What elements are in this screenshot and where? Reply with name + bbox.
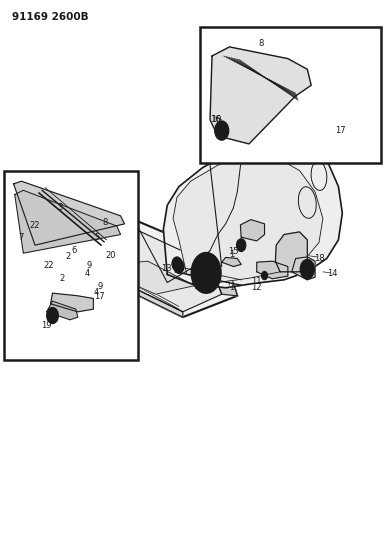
Text: 1: 1 bbox=[229, 250, 234, 259]
Text: 6: 6 bbox=[71, 246, 77, 255]
Polygon shape bbox=[14, 181, 124, 245]
Circle shape bbox=[218, 126, 225, 135]
Text: 13: 13 bbox=[161, 264, 172, 272]
Circle shape bbox=[191, 253, 221, 293]
Text: 18: 18 bbox=[314, 254, 324, 263]
Polygon shape bbox=[210, 47, 311, 144]
Circle shape bbox=[300, 260, 314, 279]
Text: 11: 11 bbox=[252, 277, 262, 286]
Polygon shape bbox=[19, 189, 237, 317]
Polygon shape bbox=[240, 220, 265, 241]
Text: 12: 12 bbox=[252, 283, 262, 292]
Text: 21: 21 bbox=[235, 241, 245, 249]
Text: 22: 22 bbox=[44, 261, 54, 270]
Text: 15: 15 bbox=[228, 247, 238, 256]
Circle shape bbox=[329, 132, 336, 140]
Circle shape bbox=[303, 264, 311, 274]
Circle shape bbox=[79, 260, 85, 268]
Text: 4: 4 bbox=[85, 269, 90, 278]
Polygon shape bbox=[210, 259, 237, 296]
Polygon shape bbox=[27, 229, 43, 237]
Circle shape bbox=[172, 257, 182, 271]
Circle shape bbox=[50, 312, 55, 319]
Polygon shape bbox=[19, 237, 183, 317]
Text: 19: 19 bbox=[42, 321, 52, 329]
Polygon shape bbox=[35, 197, 222, 312]
Polygon shape bbox=[23, 189, 66, 224]
Circle shape bbox=[261, 271, 268, 280]
Circle shape bbox=[237, 239, 246, 252]
Circle shape bbox=[47, 308, 58, 324]
Circle shape bbox=[239, 242, 244, 248]
Polygon shape bbox=[209, 125, 266, 149]
Text: 9: 9 bbox=[87, 261, 92, 270]
Circle shape bbox=[76, 238, 80, 244]
Circle shape bbox=[196, 260, 216, 286]
Polygon shape bbox=[15, 190, 121, 253]
Text: 8: 8 bbox=[102, 219, 108, 227]
Polygon shape bbox=[163, 134, 342, 288]
Polygon shape bbox=[222, 257, 241, 266]
Circle shape bbox=[90, 279, 96, 288]
Text: 16: 16 bbox=[210, 116, 221, 124]
Circle shape bbox=[174, 260, 184, 273]
Polygon shape bbox=[66, 224, 101, 243]
Polygon shape bbox=[275, 232, 307, 272]
Text: 1: 1 bbox=[229, 284, 234, 292]
Text: 17: 17 bbox=[193, 282, 204, 291]
Text: 17: 17 bbox=[335, 126, 346, 135]
Bar bbox=[4, 171, 138, 360]
Bar bbox=[200, 27, 381, 163]
Polygon shape bbox=[47, 301, 78, 320]
Text: 2: 2 bbox=[65, 253, 71, 261]
Text: 14: 14 bbox=[328, 269, 338, 278]
Text: 9: 9 bbox=[98, 282, 103, 291]
Polygon shape bbox=[51, 293, 93, 312]
Text: 10: 10 bbox=[211, 116, 221, 124]
Text: 20: 20 bbox=[106, 252, 116, 260]
Polygon shape bbox=[292, 257, 315, 280]
Circle shape bbox=[174, 260, 180, 268]
Circle shape bbox=[74, 236, 82, 246]
Text: 3: 3 bbox=[58, 204, 63, 212]
Polygon shape bbox=[47, 237, 66, 245]
Text: 4: 4 bbox=[94, 288, 99, 296]
Polygon shape bbox=[173, 155, 323, 282]
Text: 8: 8 bbox=[258, 39, 263, 48]
Circle shape bbox=[176, 263, 182, 270]
Text: 7: 7 bbox=[19, 233, 24, 241]
Circle shape bbox=[224, 130, 235, 146]
Circle shape bbox=[327, 128, 338, 144]
Text: 17: 17 bbox=[94, 293, 105, 301]
Text: 2: 2 bbox=[60, 274, 65, 283]
Polygon shape bbox=[93, 261, 194, 294]
Circle shape bbox=[226, 133, 233, 142]
Circle shape bbox=[32, 241, 39, 251]
Text: 22: 22 bbox=[30, 221, 40, 230]
Text: 91169 2600B: 91169 2600B bbox=[12, 12, 88, 22]
Polygon shape bbox=[257, 261, 288, 279]
Polygon shape bbox=[68, 265, 89, 278]
Circle shape bbox=[215, 121, 229, 140]
Text: 5: 5 bbox=[95, 233, 100, 241]
Polygon shape bbox=[31, 239, 54, 251]
Polygon shape bbox=[74, 228, 105, 245]
